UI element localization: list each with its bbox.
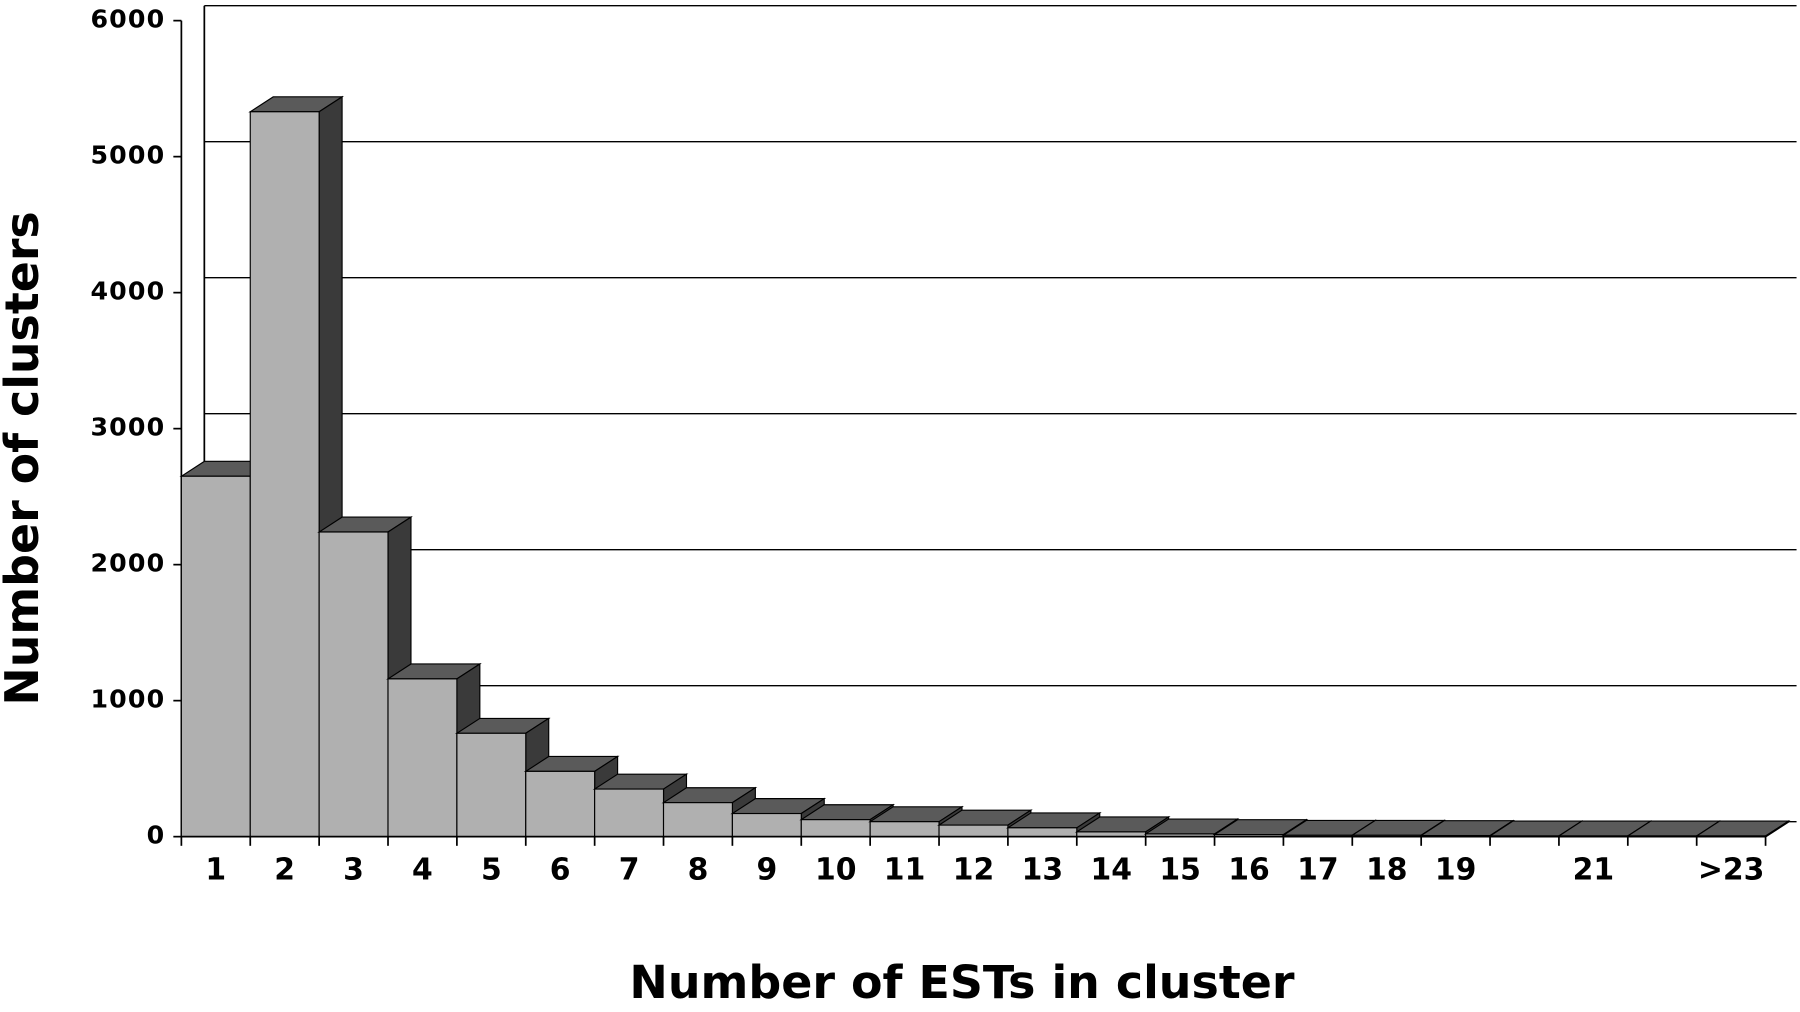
bar [456,732,527,838]
x-tick-label: 15 [1159,853,1201,888]
x-tick-label: >23 [1698,853,1765,888]
y-tick-label: 3000 [90,413,165,442]
x-tick-label: 11 [884,853,926,888]
x-tick-label: 2 [274,853,295,888]
x-tick-label: 3 [343,853,364,888]
y-tick-label: 0 [147,821,166,850]
x-tick-label: 12 [953,853,995,888]
y-tick-label: 5000 [90,141,165,170]
x-tick-label: 9 [756,853,777,888]
x-tick-label: 5 [481,853,502,888]
y-tick-label: 6000 [90,5,165,34]
bar [662,802,733,838]
x-tick-label: 17 [1297,853,1339,888]
bar [249,111,320,838]
x-tick-label: 7 [619,853,640,888]
x-tick-label: 8 [688,853,709,888]
bar [525,770,596,838]
bar [318,531,389,838]
bar [1007,827,1078,838]
bar [387,678,458,838]
x-tick-label: 13 [1022,853,1064,888]
x-tick-label: 18 [1366,853,1408,888]
x-tick-label: 10 [815,853,857,888]
x-tick-label: 1 [205,853,226,888]
x-tick-label: 6 [550,853,571,888]
x-tick-label: 4 [412,853,433,888]
y-tick-label: 4000 [90,277,165,306]
x-tick-label: 14 [1090,853,1132,888]
bar [938,824,1009,838]
bar [800,819,871,838]
y-tick-label: 2000 [90,549,165,578]
x-tick-label: 19 [1435,853,1477,888]
x-tick-label: 21 [1573,853,1615,888]
floor-right-edge [1765,821,1789,838]
y-tick-label: 1000 [90,685,165,714]
x-axis-title: Number of ESTs in cluster [629,955,1295,1009]
bar [180,475,251,838]
bar [869,821,940,838]
y-axis-title: Number of clusters [0,211,49,705]
x-tick-label: 16 [1228,853,1270,888]
bar [731,812,802,838]
bar [594,788,665,838]
